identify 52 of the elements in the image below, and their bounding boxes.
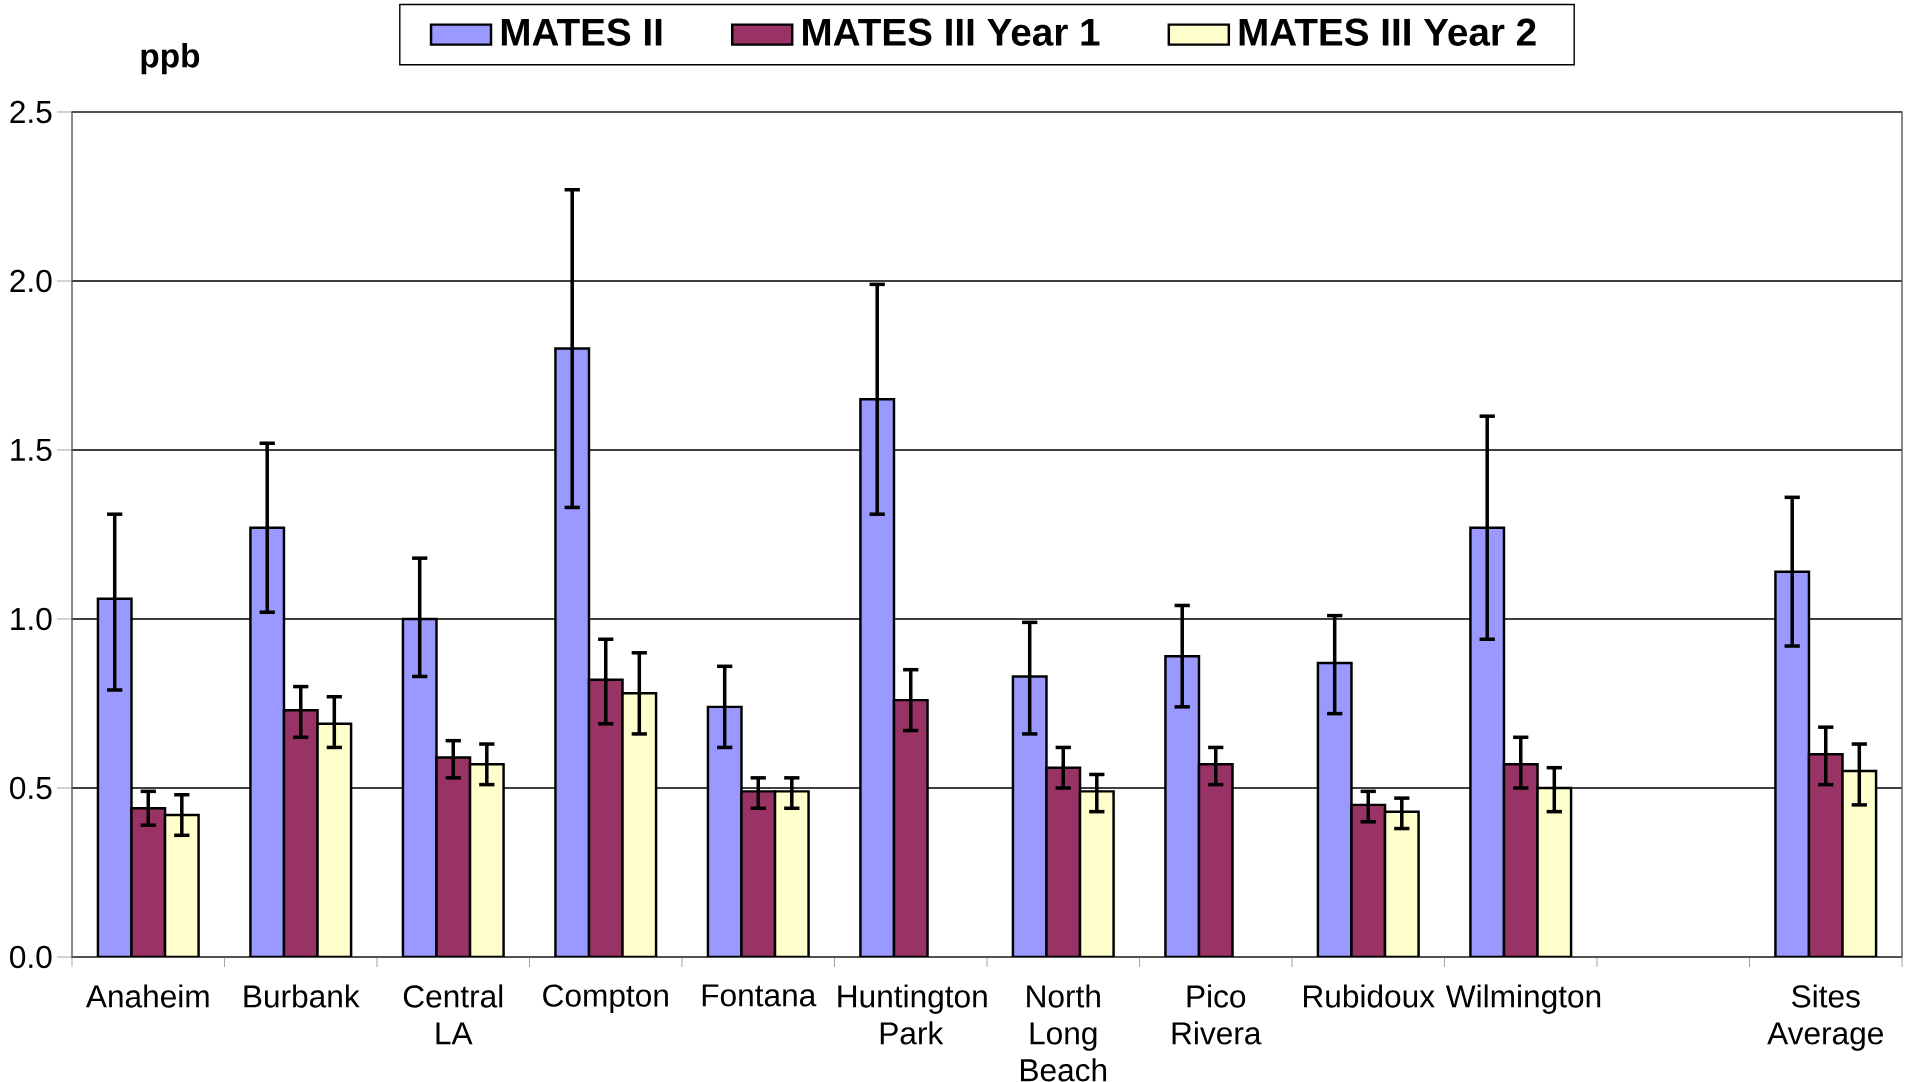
bar [131, 808, 166, 957]
bar [1045, 766, 1082, 957]
y-tick-label: 1.0 [11, 607, 52, 631]
bar [860, 399, 894, 957]
legend-label: MATES II [501, 18, 662, 46]
bar [470, 764, 504, 957]
bar [707, 706, 742, 957]
x-tick-label: Sites Average [1767, 984, 1883, 1051]
x-tick-label: Huntington Park [838, 984, 987, 1045]
bar [1807, 752, 1844, 957]
x-tick-label: Fontana [702, 984, 817, 1007]
y-tick-label: 2.5 [10, 100, 52, 124]
bar [250, 527, 284, 957]
bar [1383, 810, 1420, 957]
x-tick-label: Pico Rivera [1172, 984, 1262, 1045]
bar [1164, 654, 1201, 957]
bar [622, 693, 657, 957]
x-tick-label: Anaheim [85, 984, 209, 1008]
x-tick-label: Wilmington [1445, 984, 1601, 1014]
bar [1502, 763, 1539, 957]
y-tick-label: 1.5 [11, 438, 52, 462]
bar [555, 348, 589, 957]
bar [1774, 570, 1811, 957]
bar [436, 757, 471, 957]
bar [741, 791, 776, 957]
x-tick-label: Burbank [244, 984, 360, 1008]
bar [1011, 675, 1048, 957]
y-axis-title: ppb [141, 43, 200, 75]
bar [1841, 769, 1878, 957]
bar [893, 700, 928, 957]
x-tick-label: Compton [543, 984, 668, 1014]
bar [1316, 661, 1353, 957]
bar [1350, 803, 1387, 957]
bar [1078, 790, 1115, 957]
bar [165, 815, 199, 957]
bar [402, 618, 437, 957]
bar [1197, 763, 1234, 957]
bar [1536, 786, 1573, 957]
bar [1469, 526, 1506, 957]
bar [588, 679, 623, 957]
legend-label: MATES III Year 1 [803, 18, 1100, 46]
x-tick-label: Rubidoux [1304, 984, 1435, 1008]
bar [97, 598, 132, 957]
x-tick-label: North Long Beach [1021, 984, 1107, 1082]
x-tick-label: Central LA [403, 984, 503, 1045]
bar [283, 710, 318, 957]
y-tick-label: 0.0 [10, 945, 52, 969]
bar [775, 791, 809, 957]
legend-label: MATES III Year 2 [1239, 18, 1536, 46]
y-tick-label: 0.5 [10, 776, 52, 800]
bar [317, 723, 352, 957]
y-tick-label: 2.0 [10, 269, 52, 293]
